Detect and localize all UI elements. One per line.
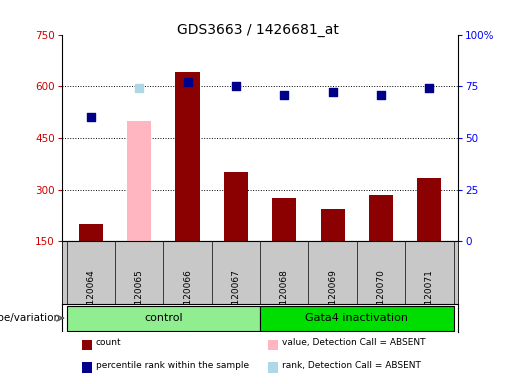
Text: GSM120068: GSM120068	[280, 270, 289, 324]
Point	[183, 79, 192, 85]
Bar	[224, 172, 248, 241]
Text: value, Detection Call = ABSENT: value, Detection Call = ABSENT	[282, 338, 425, 347]
Text: control: control	[144, 313, 183, 323]
Bar	[417, 177, 441, 241]
Bar	[79, 224, 103, 241]
Bar	[369, 195, 393, 241]
Bar	[320, 209, 345, 241]
Point	[329, 89, 337, 96]
Text: GSM120066: GSM120066	[183, 270, 192, 324]
Text: GSM120065: GSM120065	[135, 270, 144, 324]
Bar	[81, 362, 92, 373]
Text: GSM120071: GSM120071	[425, 270, 434, 324]
Bar	[81, 340, 92, 350]
Bar	[127, 121, 151, 241]
Text: rank, Detection Call = ABSENT: rank, Detection Call = ABSENT	[282, 361, 421, 370]
Point	[135, 85, 143, 91]
Bar	[66, 306, 260, 331]
Bar	[268, 362, 278, 373]
Text: genotype/variation: genotype/variation	[0, 313, 61, 323]
Bar	[260, 306, 454, 331]
Text: GSM120070: GSM120070	[376, 270, 385, 324]
Text: count: count	[95, 338, 121, 347]
Bar	[268, 340, 278, 350]
Text: GDS3663 / 1426681_at: GDS3663 / 1426681_at	[177, 23, 338, 37]
Text: Gata4 inactivation: Gata4 inactivation	[305, 313, 408, 323]
Point	[232, 83, 240, 89]
Point	[425, 85, 434, 91]
Point	[280, 91, 288, 98]
Bar	[176, 73, 200, 241]
Text: percentile rank within the sample: percentile rank within the sample	[95, 361, 249, 370]
Point	[87, 114, 95, 120]
Text: GSM120069: GSM120069	[328, 270, 337, 324]
Point	[377, 91, 385, 98]
Text: GSM120064: GSM120064	[87, 270, 95, 324]
Text: GSM120067: GSM120067	[231, 270, 241, 324]
Bar	[272, 198, 296, 241]
